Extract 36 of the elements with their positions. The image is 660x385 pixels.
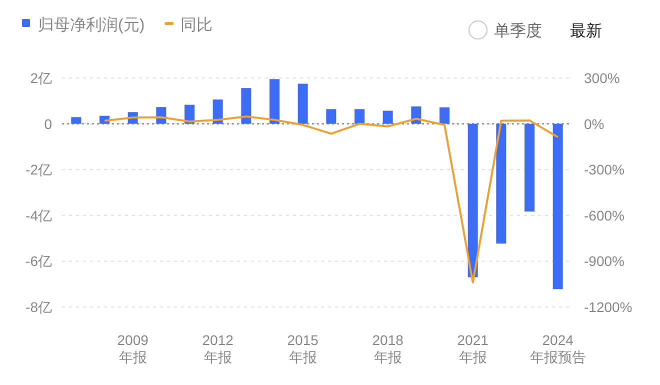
y2-tick-label: -1200%	[584, 299, 632, 315]
y-tick-label: -2亿	[26, 162, 52, 178]
y-tick-label: -6亿	[26, 253, 52, 270]
bar	[326, 109, 336, 124]
y2-tick-label: 0%	[584, 116, 604, 132]
bar	[468, 124, 478, 278]
y2-tick-label: -900%	[584, 253, 624, 270]
text: 单季度	[494, 22, 542, 40]
x-tick-label: 2021 年报	[457, 332, 489, 365]
y-tick-label: -8亿	[26, 299, 52, 315]
y2-tick-label: -600%	[584, 207, 624, 224]
bar	[71, 117, 82, 124]
x-tick-label: 2024 年报预告	[530, 332, 586, 365]
bar	[241, 88, 252, 124]
text: 最新	[570, 22, 602, 40]
y2-tick-label: -300%	[584, 162, 624, 178]
y-tick-label: -4亿	[26, 207, 52, 224]
x-tick-label: 2018 年报	[372, 332, 404, 365]
bar	[524, 124, 534, 212]
y-tick-label: 2亿	[30, 70, 52, 86]
bar	[354, 109, 364, 124]
bar	[270, 79, 280, 124]
legend-label: 同比	[180, 16, 213, 34]
x-tick-label: 2015 年报	[287, 332, 319, 365]
bar	[552, 124, 563, 290]
line-series	[104, 115, 559, 284]
bar	[382, 110, 393, 124]
y-tick-label: 0	[44, 116, 52, 132]
legend-label: 归母净利润(元)	[38, 16, 145, 34]
bar	[298, 84, 308, 124]
bar	[212, 100, 223, 124]
x-tick-label: 2012 年报	[202, 332, 234, 365]
bar	[440, 107, 450, 124]
bar	[496, 124, 506, 244]
y2-tick-label: 300%	[584, 70, 620, 86]
x-tick-label: 2009 年报	[117, 332, 149, 365]
